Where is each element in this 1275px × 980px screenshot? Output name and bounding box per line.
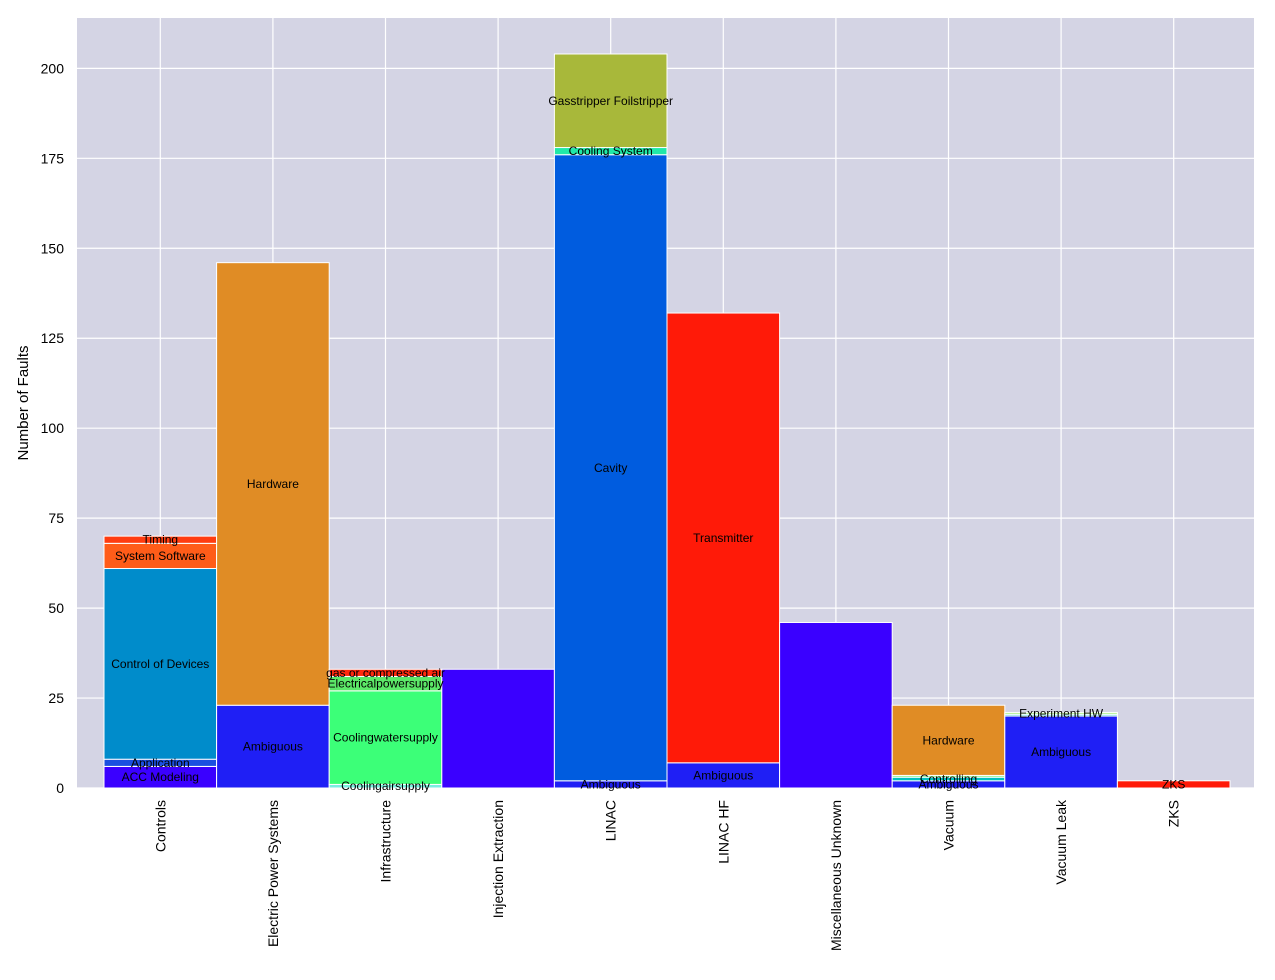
x-tick-label: Controls xyxy=(152,800,168,852)
bar-segment xyxy=(328,690,443,785)
y-tick-label: 50 xyxy=(48,600,64,616)
y-tick-labels: 0 25 50 75 100 125 150 175 200 xyxy=(41,60,65,796)
bar-segment xyxy=(779,621,893,789)
segment-label: Experiment HW xyxy=(1019,706,1104,720)
segment-label: Ambiguous xyxy=(243,740,303,754)
segment-label: Hardware xyxy=(922,733,974,747)
segment-label: Ambiguous xyxy=(693,768,753,782)
x-tick-label: Injection Extraction xyxy=(490,800,506,918)
segment-label: gas or compressed air xyxy=(326,666,445,680)
bar-segment xyxy=(216,262,330,706)
segment-label: ACC Modeling xyxy=(122,770,199,784)
x-tick-label: LINAC HF xyxy=(715,800,731,864)
y-tick-label: 75 xyxy=(48,510,64,526)
bar-segment xyxy=(216,704,330,789)
segment-label: Timing xyxy=(143,533,179,547)
bar-segment xyxy=(891,704,1006,776)
segment-label: Ambiguous xyxy=(918,777,978,791)
x-tick-labels: Controls Electric Power Systems Infrastruc… xyxy=(152,799,1181,951)
bar-segment xyxy=(666,312,781,764)
x-tick-label: Vacuum xyxy=(941,800,957,850)
segment-label: Application xyxy=(131,756,190,770)
y-tick-label: 25 xyxy=(48,690,64,706)
x-tick-label: ZKS xyxy=(1166,800,1182,827)
segment-label: Coolingwatersupply xyxy=(333,731,438,745)
segment-label: ZKS xyxy=(1162,777,1185,791)
segment-label: Ambiguous xyxy=(581,777,641,791)
bar-segment xyxy=(1116,780,1231,789)
y-tick-label: 100 xyxy=(41,420,65,436)
segment-label: Gasstripper Foilstripper xyxy=(548,94,673,108)
x-tick-label: LINAC xyxy=(603,800,619,841)
bar-segment xyxy=(553,154,668,782)
y-tick-label: 0 xyxy=(56,780,64,796)
y-tick-label: 175 xyxy=(41,150,65,166)
segment-label: Cavity xyxy=(594,461,627,475)
bar-segments xyxy=(103,53,1231,789)
segment-label: Control of Devices xyxy=(111,657,209,671)
bar-segment xyxy=(553,53,668,149)
x-tick-label: Vacuum Leak xyxy=(1053,799,1069,885)
y-tick-label: 200 xyxy=(41,60,65,76)
x-tick-label: Electric Power Systems xyxy=(265,800,281,947)
bar-segment xyxy=(441,668,555,789)
segment-label: Ambiguous xyxy=(1031,745,1091,759)
segment-label: Coolingairsupply xyxy=(341,779,430,793)
segment-label: Electricalpowersupply xyxy=(327,677,443,691)
segment-label: Transmitter xyxy=(693,531,753,545)
bar-segment xyxy=(666,762,781,789)
x-tick-label: Infrastructure xyxy=(378,800,394,883)
y-tick-label: 150 xyxy=(41,240,65,256)
y-axis-title: Number of Faults xyxy=(15,345,32,460)
segment-label: Controlling xyxy=(920,772,977,786)
bar-segment xyxy=(1004,711,1118,715)
bar-segment xyxy=(1004,715,1118,789)
segment-label: System Software xyxy=(115,549,206,563)
segment-label: Cooling System xyxy=(569,144,653,158)
y-tick-label: 125 xyxy=(41,330,65,346)
segment-label: Hardware xyxy=(247,477,299,491)
x-tick-label: Miscellaneous Unknown xyxy=(828,800,844,951)
